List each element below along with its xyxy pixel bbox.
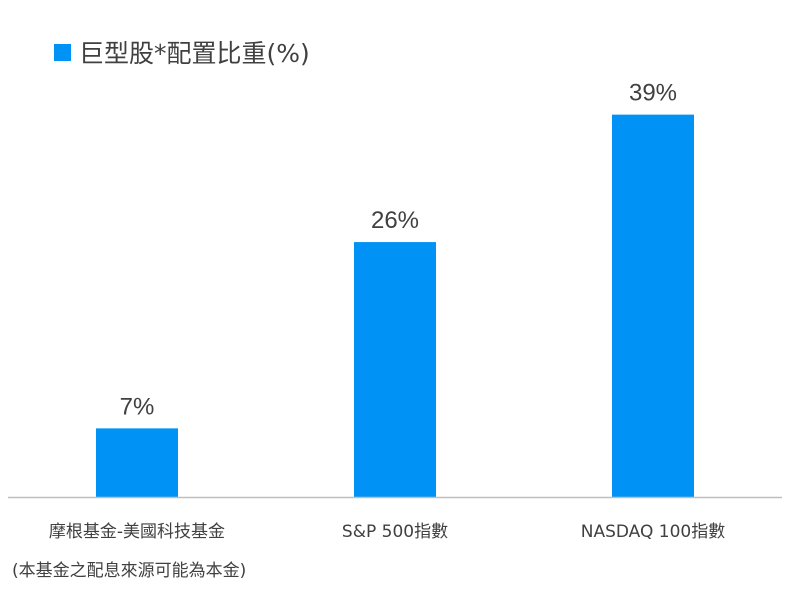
legend-swatch xyxy=(54,43,71,61)
legend: 巨型股*配置比重(%) xyxy=(54,34,310,70)
x-tick-label: NASDAQ 100指數 xyxy=(581,522,726,542)
legend-label: 巨型股*配置比重(%) xyxy=(79,39,310,68)
bar xyxy=(612,114,694,497)
x-tick-label: 摩根基金-美國科技基金 xyxy=(49,522,225,542)
bar xyxy=(354,242,436,497)
x-tick-label: S&P 500指數 xyxy=(342,522,448,542)
data-label: 39% xyxy=(629,80,677,107)
data-label: 7% xyxy=(120,393,155,420)
data-label: 26% xyxy=(371,207,419,234)
bar xyxy=(96,428,178,497)
fund-note: (本基金之配息來源可能為本金) xyxy=(12,561,247,581)
